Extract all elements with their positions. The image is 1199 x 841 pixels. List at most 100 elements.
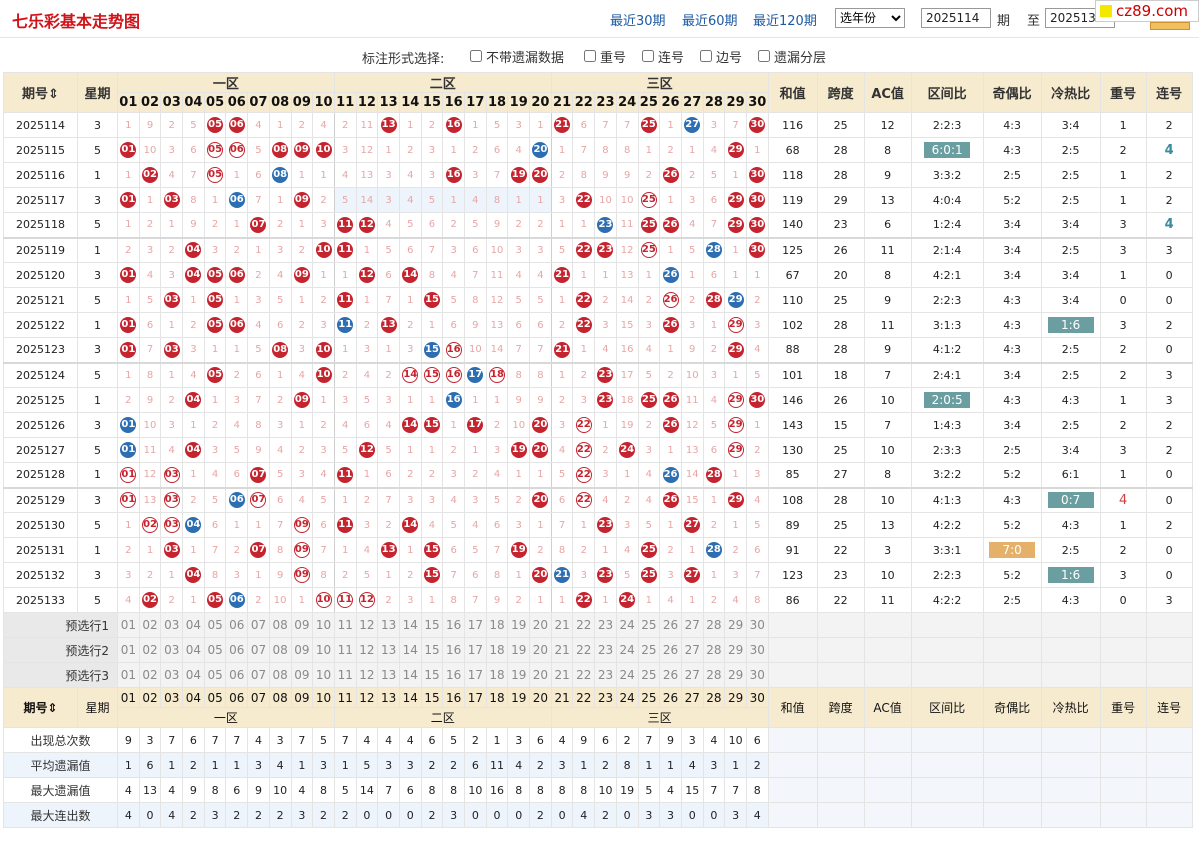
preselect-number[interactable]: 20 [529,637,552,663]
preselect-number[interactable]: 29 [724,637,747,663]
preselect-number[interactable]: 10 [312,662,335,688]
preselect-number[interactable]: 16 [442,662,465,688]
preselect-number[interactable]: 14 [398,637,422,663]
preselect-number[interactable]: 21 [550,612,574,638]
preselect-number[interactable]: 12 [355,612,379,638]
preselect-number[interactable]: 04 [182,662,205,688]
preselect-number[interactable]: 26 [659,662,682,688]
option-repeat[interactable]: 重号 [584,46,626,66]
preselect-number[interactable]: 24 [615,637,639,663]
preselect-number[interactable]: 15 [420,612,444,638]
from-period-input[interactable] [921,8,991,28]
preselect-number[interactable]: 22 [572,612,596,638]
preselect-number[interactable]: 10 [312,637,335,663]
preselect-number[interactable]: 30 [745,662,769,688]
preselect-number[interactable]: 01 [117,662,140,688]
preselect-number[interactable]: 07 [247,637,270,663]
option-omit-layer-checkbox[interactable] [758,50,770,62]
recent-120-link[interactable]: 最近120期 [753,14,817,29]
preselect-number[interactable]: 06 [225,662,249,688]
preselect-number[interactable]: 25 [637,612,661,638]
preselect-number[interactable]: 27 [680,637,704,663]
preselect-number[interactable]: 29 [724,662,747,688]
preselect-number[interactable]: 19 [507,662,531,688]
option-edge[interactable]: 边号 [700,46,742,66]
preselect-number[interactable]: 02 [138,637,162,663]
preselect-number[interactable]: 03 [160,612,184,638]
preselect-number[interactable]: 15 [420,637,444,663]
preselect-number[interactable]: 23 [594,612,617,638]
preselect-number[interactable]: 09 [290,637,314,663]
preselect-number[interactable]: 13 [377,612,400,638]
recent-60-link[interactable]: 最近60期 [682,14,738,29]
preselect-number[interactable]: 06 [225,612,249,638]
preselect-number[interactable]: 23 [594,637,617,663]
preselect-number[interactable]: 10 [312,612,335,638]
option-consecutive-checkbox[interactable] [642,50,654,62]
preselect-number[interactable]: 22 [572,637,596,663]
preselect-number[interactable]: 25 [637,662,661,688]
preselect-number[interactable]: 05 [203,662,227,688]
preselect-number[interactable]: 26 [659,637,682,663]
preselect-number[interactable]: 30 [745,612,769,638]
preselect-number[interactable]: 29 [724,612,747,638]
preselect-number[interactable]: 04 [182,612,205,638]
option-edge-checkbox[interactable] [700,50,712,62]
preselect-number[interactable]: 18 [485,612,509,638]
preselect-number[interactable]: 16 [442,637,465,663]
recent-30-link[interactable]: 最近30期 [610,14,666,29]
preselect-number[interactable]: 15 [420,662,444,688]
preselect-number[interactable]: 13 [377,637,400,663]
preselect-number[interactable]: 25 [637,637,661,663]
preselect-number[interactable]: 24 [615,662,639,688]
preselect-number[interactable]: 24 [615,612,639,638]
preselect-number[interactable]: 17 [464,612,487,638]
preselect-number[interactable]: 01 [117,637,140,663]
preselect-number[interactable]: 11 [333,637,357,663]
preselect-number[interactable]: 14 [398,662,422,688]
preselect-number[interactable]: 13 [377,662,400,688]
preselect-number[interactable]: 08 [268,662,292,688]
preselect-number[interactable]: 09 [290,662,314,688]
preselect-number[interactable]: 17 [464,662,487,688]
preselect-number[interactable]: 19 [507,637,531,663]
preselect-number[interactable]: 27 [680,612,704,638]
option-omit-layer[interactable]: 遗漏分层 [758,46,826,66]
preselect-number[interactable]: 12 [355,637,379,663]
preselect-number[interactable]: 08 [268,637,292,663]
preselect-number[interactable]: 07 [247,612,270,638]
option-no-omit[interactable]: 不带遗漏数据 [470,46,564,66]
preselect-number[interactable]: 26 [659,612,682,638]
option-repeat-checkbox[interactable] [584,50,596,62]
preselect-number[interactable]: 05 [203,637,227,663]
preselect-number[interactable]: 30 [745,637,769,663]
year-select[interactable]: 选年份 [835,8,905,28]
preselect-number[interactable]: 21 [550,662,574,688]
preselect-number[interactable]: 02 [138,612,162,638]
preselect-number[interactable]: 12 [355,662,379,688]
preselect-number[interactable]: 02 [138,662,162,688]
preselect-number[interactable]: 09 [290,612,314,638]
preselect-number[interactable]: 11 [333,612,357,638]
preselect-number[interactable]: 23 [594,662,617,688]
preselect-number[interactable]: 20 [529,612,552,638]
preselect-number[interactable]: 18 [485,637,509,663]
preselect-number[interactable]: 01 [117,612,140,638]
preselect-number[interactable]: 19 [507,612,531,638]
option-no-omit-checkbox[interactable] [470,50,482,62]
option-consecutive[interactable]: 连号 [642,46,684,66]
preselect-number[interactable]: 03 [160,662,184,688]
preselect-number[interactable]: 11 [333,662,357,688]
preselect-number[interactable]: 14 [398,612,422,638]
preselect-number[interactable]: 17 [464,637,487,663]
preselect-number[interactable]: 07 [247,662,270,688]
preselect-number[interactable]: 22 [572,662,596,688]
preselect-number[interactable]: 27 [680,662,704,688]
query-button[interactable] [1150,22,1190,30]
preselect-number[interactable]: 28 [702,662,726,688]
preselect-number[interactable]: 18 [485,662,509,688]
preselect-number[interactable]: 03 [160,637,184,663]
preselect-number[interactable]: 04 [182,637,205,663]
preselect-number[interactable]: 20 [529,662,552,688]
preselect-number[interactable]: 28 [702,612,726,638]
